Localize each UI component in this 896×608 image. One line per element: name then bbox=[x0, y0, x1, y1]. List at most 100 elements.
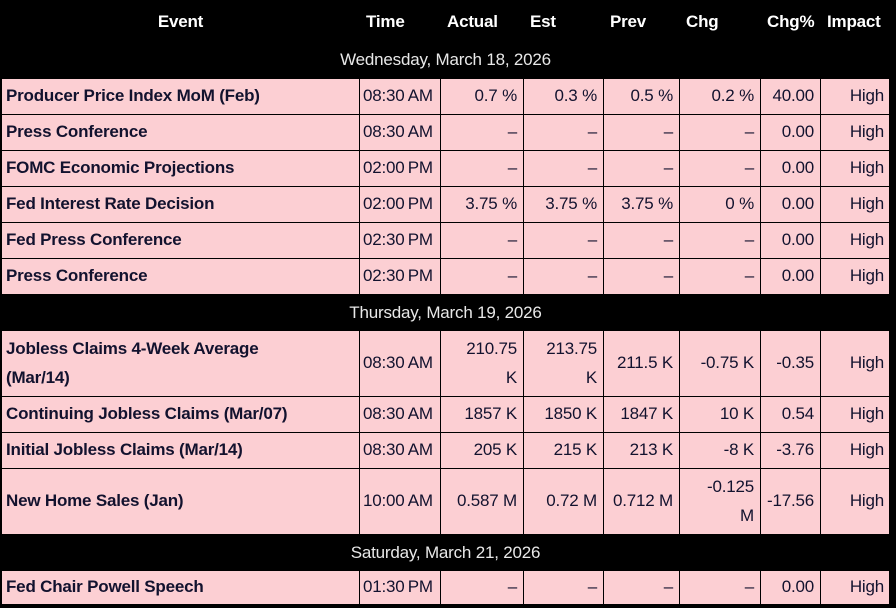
event-row[interactable]: New Home Sales (Jan) 10:00 AM 0.587 M 0.… bbox=[1, 468, 890, 535]
actual-cell: 3.75 % bbox=[440, 186, 524, 223]
table-header-row: Event Time Actual Est Prev Chg Chg% Impa… bbox=[1, 3, 890, 41]
chg-cell: – bbox=[679, 258, 761, 295]
prev-cell: 0.712 M bbox=[603, 468, 680, 535]
chg-cell: – bbox=[679, 222, 761, 259]
actual-cell: – bbox=[440, 114, 524, 151]
impact-cell: High bbox=[820, 222, 890, 259]
impact-cell: High bbox=[820, 114, 890, 151]
impact-cell: High bbox=[820, 396, 890, 433]
actual-cell: – bbox=[440, 258, 524, 295]
event-row[interactable]: FOMC Economic Projections 02:00 PM – – –… bbox=[1, 150, 890, 187]
date-separator-row: Saturday, March 21, 2026 bbox=[1, 534, 890, 571]
prev-cell: – bbox=[603, 570, 680, 605]
impact-cell: High bbox=[820, 186, 890, 223]
prev-cell: 211.5 K bbox=[603, 330, 680, 397]
col-header-time: Time bbox=[359, 3, 441, 41]
chgpct-cell: 40.00 bbox=[760, 78, 821, 115]
est-cell: 0.72 M bbox=[523, 468, 604, 535]
col-header-impact: Impact bbox=[820, 3, 890, 41]
event-row[interactable]: Jobless Claims 4-Week Average (Mar/14) 0… bbox=[1, 330, 890, 397]
date-separator-row: Wednesday, March 18, 2026 bbox=[1, 40, 890, 79]
est-cell: 1850 K bbox=[523, 396, 604, 433]
chg-cell: -8 K bbox=[679, 432, 761, 469]
event-cell: Initial Jobless Claims (Mar/14) bbox=[1, 432, 360, 469]
chgpct-cell: -3.76 bbox=[760, 432, 821, 469]
est-cell: 213.75 K bbox=[523, 330, 604, 397]
time-cell: 08:30 AM bbox=[359, 432, 441, 469]
chgpct-cell: 0.00 bbox=[760, 258, 821, 295]
time-cell: 08:30 AM bbox=[359, 330, 441, 397]
event-cell: Press Conference bbox=[1, 258, 360, 295]
chg-cell: 0.2 % bbox=[679, 78, 761, 115]
prev-cell: 1847 K bbox=[603, 396, 680, 433]
event-cell: Continuing Jobless Claims (Mar/07) bbox=[1, 396, 360, 433]
impact-cell: High bbox=[820, 330, 890, 397]
prev-cell: 0.5 % bbox=[603, 78, 680, 115]
chg-cell: -0.125 M bbox=[679, 468, 761, 535]
event-row[interactable]: Press Conference 02:30 PM – – – – 0.00 H… bbox=[1, 258, 890, 295]
est-cell: – bbox=[523, 570, 604, 605]
time-cell: 01:30 PM bbox=[359, 570, 441, 605]
event-cell: Producer Price Index MoM (Feb) bbox=[1, 78, 360, 115]
prev-cell: – bbox=[603, 258, 680, 295]
chgpct-cell: 0.00 bbox=[760, 570, 821, 605]
col-header-est: Est bbox=[523, 3, 604, 41]
impact-cell: High bbox=[820, 78, 890, 115]
col-header-chg: Chg bbox=[679, 3, 761, 41]
event-row[interactable]: Fed Interest Rate Decision 02:00 PM 3.75… bbox=[1, 186, 890, 223]
actual-cell: 210.75 K bbox=[440, 330, 524, 397]
economic-calendar-table: Event Time Actual Est Prev Chg Chg% Impa… bbox=[1, 3, 890, 605]
actual-cell: – bbox=[440, 222, 524, 259]
event-row[interactable]: Fed Chair Powell Speech 01:30 PM – – – –… bbox=[1, 570, 890, 605]
col-header-chgpct: Chg% bbox=[760, 3, 821, 41]
actual-cell: – bbox=[440, 570, 524, 605]
event-row[interactable]: Initial Jobless Claims (Mar/14) 08:30 AM… bbox=[1, 432, 890, 469]
actual-cell: 0.7 % bbox=[440, 78, 524, 115]
est-cell: 215 K bbox=[523, 432, 604, 469]
event-row[interactable]: Producer Price Index MoM (Feb) 08:30 AM … bbox=[1, 78, 890, 115]
event-cell: Jobless Claims 4-Week Average (Mar/14) bbox=[1, 330, 360, 397]
est-cell: – bbox=[523, 114, 604, 151]
impact-cell: High bbox=[820, 432, 890, 469]
time-cell: 02:30 PM bbox=[359, 258, 441, 295]
event-row[interactable]: Press Conference 08:30 AM – – – – 0.00 H… bbox=[1, 114, 890, 151]
time-cell: 10:00 AM bbox=[359, 468, 441, 535]
prev-cell: – bbox=[603, 114, 680, 151]
est-cell: – bbox=[523, 222, 604, 259]
chg-cell: 10 K bbox=[679, 396, 761, 433]
event-cell: Press Conference bbox=[1, 114, 360, 151]
event-cell: FOMC Economic Projections bbox=[1, 150, 360, 187]
time-cell: 08:30 AM bbox=[359, 114, 441, 151]
date-label: Wednesday, March 18, 2026 bbox=[1, 40, 890, 79]
impact-cell: High bbox=[820, 258, 890, 295]
chgpct-cell: 0.00 bbox=[760, 114, 821, 151]
date-separator-row: Thursday, March 19, 2026 bbox=[1, 294, 890, 331]
event-row[interactable]: Fed Press Conference 02:30 PM – – – – 0.… bbox=[1, 222, 890, 259]
time-cell: 02:00 PM bbox=[359, 150, 441, 187]
event-cell: Fed Press Conference bbox=[1, 222, 360, 259]
chg-cell: – bbox=[679, 150, 761, 187]
time-cell: 02:30 PM bbox=[359, 222, 441, 259]
event-cell: Fed Interest Rate Decision bbox=[1, 186, 360, 223]
chg-cell: – bbox=[679, 114, 761, 151]
chg-cell: 0 % bbox=[679, 186, 761, 223]
time-cell: 08:30 AM bbox=[359, 396, 441, 433]
chgpct-cell: 0.54 bbox=[760, 396, 821, 433]
chgpct-cell: 0.00 bbox=[760, 150, 821, 187]
impact-cell: High bbox=[820, 570, 890, 605]
event-row[interactable]: Continuing Jobless Claims (Mar/07) 08:30… bbox=[1, 396, 890, 433]
event-cell: New Home Sales (Jan) bbox=[1, 468, 360, 535]
chgpct-cell: 0.00 bbox=[760, 186, 821, 223]
prev-cell: – bbox=[603, 222, 680, 259]
est-cell: – bbox=[523, 150, 604, 187]
actual-cell: 205 K bbox=[440, 432, 524, 469]
est-cell: 3.75 % bbox=[523, 186, 604, 223]
time-cell: 08:30 AM bbox=[359, 78, 441, 115]
date-label: Saturday, March 21, 2026 bbox=[1, 534, 890, 571]
est-cell: 0.3 % bbox=[523, 78, 604, 115]
col-header-actual: Actual bbox=[440, 3, 524, 41]
chgpct-cell: 0.00 bbox=[760, 222, 821, 259]
est-cell: – bbox=[523, 258, 604, 295]
impact-cell: High bbox=[820, 150, 890, 187]
